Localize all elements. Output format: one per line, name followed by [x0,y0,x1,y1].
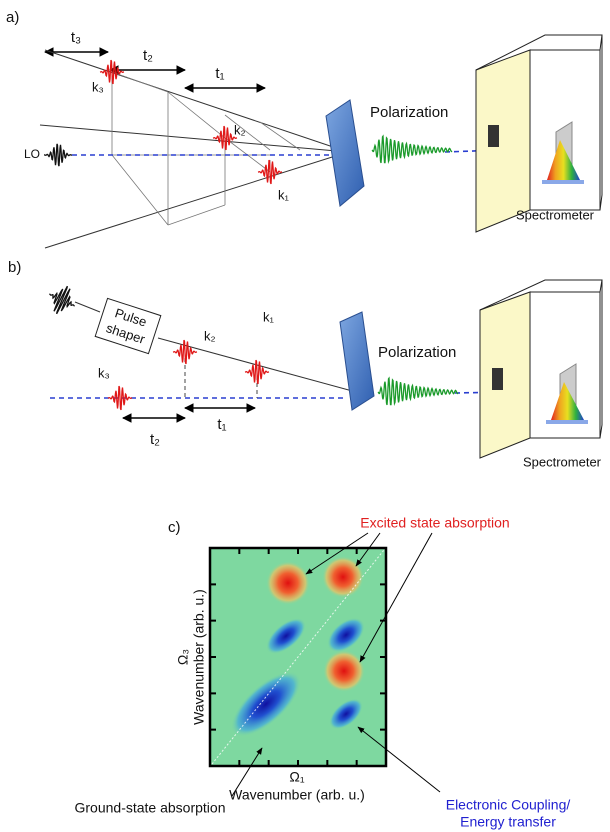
delay-label: t₂ [143,47,153,64]
panel-label: a) [6,9,19,26]
detector-label: Spectrometer [523,454,602,469]
spectrometer [480,280,602,458]
pulse-shaper: Pulse shaper [95,298,161,353]
annotation: Ground-state absorption [75,800,226,816]
x-axis-symbol: Ω₁ [289,769,304,785]
annotation: Electronic Coupling/ [446,797,571,813]
y-axis-label: Wavenumber (arb. u.) [191,589,207,725]
panel-label: b) [8,259,21,276]
pulse [108,386,132,410]
pulse [245,360,269,384]
y-axis-symbol: Ω₃ [175,649,191,665]
lo-pulse [44,144,72,166]
pulse [258,160,282,184]
2d-spectrum [210,548,386,766]
lo-label: LO [24,147,40,161]
delay-label: t₂ [150,431,160,448]
k-label: k₁ [263,309,275,324]
k-label: k₂ [204,328,216,343]
panel-label: c) [168,519,181,536]
beam [45,152,348,248]
beam [75,302,100,312]
beam [40,125,348,152]
sample-plate [340,312,374,410]
sample-plate [326,100,364,206]
k-label: k₂ [234,122,246,137]
delay-label: t₁ [215,65,224,82]
signal-label: Polarization [370,104,448,121]
k-label: k₁ [278,187,290,202]
detector-label: Spectrometer [516,207,595,222]
spectrometer [476,35,602,232]
input-pulse [43,281,81,320]
x-axis-label: Wavenumber (arb. u.) [229,787,365,803]
annotation: Energy transfer [460,814,556,830]
k-label: k₃ [98,365,110,380]
annotation: Excited state absorption [360,515,509,531]
delay-label: t₃ [71,29,81,46]
guide-lines [112,72,300,225]
k-label: k₃ [92,79,104,94]
figure: a) t₃ t₂ t₁ LO k₃ k₂ k₁ Polarization Spe… [0,0,610,832]
signal-label: Polarization [378,344,456,361]
delay-label: t₁ [217,416,226,433]
pulse [173,340,197,364]
page: {"panel_a": {"label": "a)", "delays": ["… [0,0,610,832]
signal-wave [378,378,458,405]
beam [45,50,348,152]
signal-wave [372,136,452,163]
